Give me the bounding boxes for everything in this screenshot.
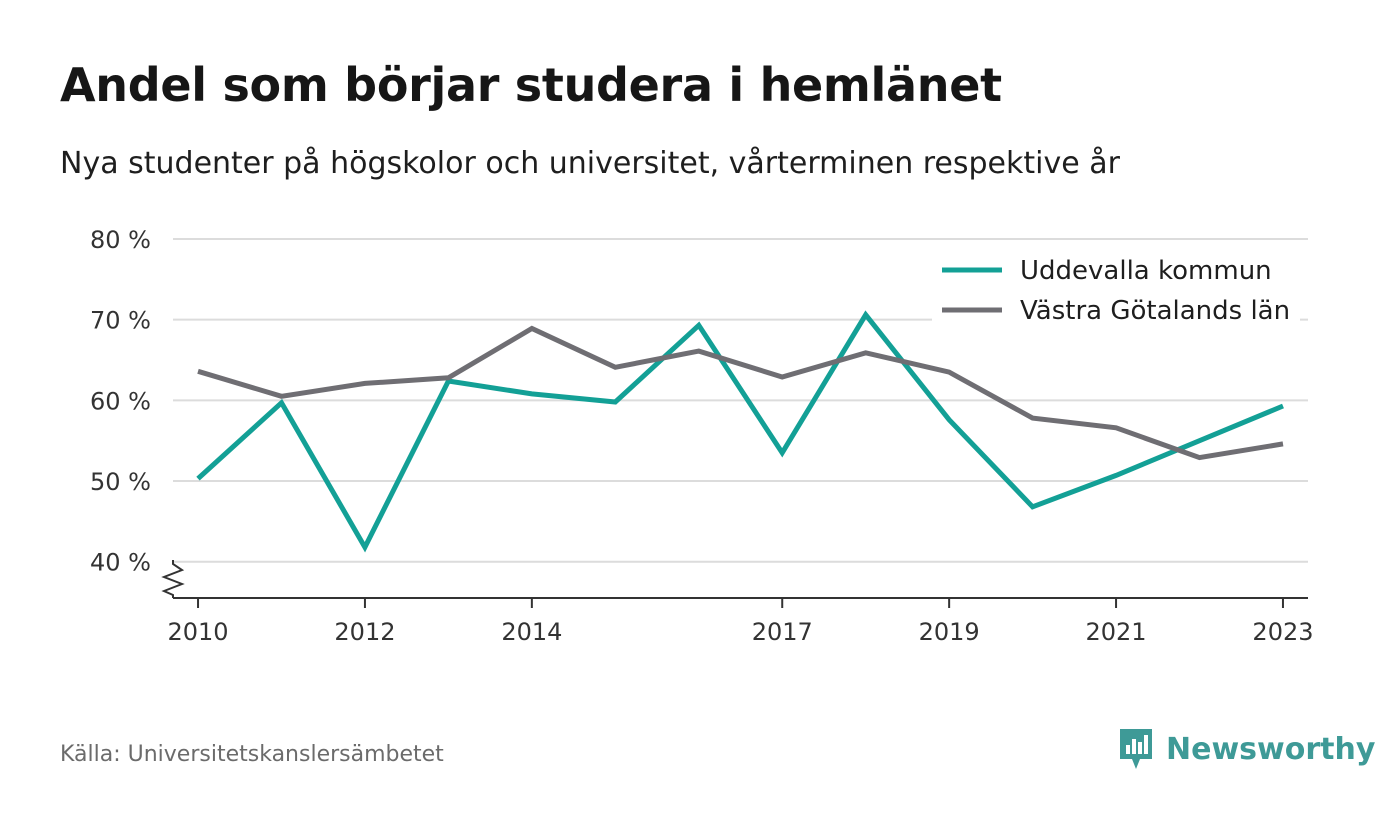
legend-label: Västra Götalands län (1020, 296, 1290, 326)
x-tick-label: 2012 (334, 618, 395, 646)
series-lines (196, 310, 1284, 553)
y-tick-label: 40 % (90, 549, 151, 577)
x-axis: 2010 2012 2014 2017 2019 2021 2023 (161, 560, 1314, 646)
chart-subtitle: Nya studenter på högskolor och universit… (60, 146, 1120, 181)
legend: Uddevalla kommun Västra Götalands län (932, 248, 1300, 336)
x-tick-label: 2010 (167, 618, 228, 646)
legend-background (932, 248, 1300, 336)
y-tick-label: 50 % (90, 468, 151, 496)
series-line (197, 325, 1284, 461)
series-line (196, 310, 1284, 553)
line-chart: 40 %50 %60 %70 %80 % 2010 2012 2014 2017 201… (90, 226, 1314, 646)
legend-label: Uddevalla kommun (1020, 256, 1272, 286)
x-tick-label: 2019 (919, 618, 980, 646)
x-tick-label: 2023 (1252, 618, 1313, 646)
source-note: Källa: Universitetskanslersämbetet (60, 742, 444, 767)
chart-title: Andel som börjar studera i hemlänet (60, 58, 1002, 112)
axis-break-mark (161, 560, 185, 598)
brand-logo: Newsworthy (1118, 727, 1375, 771)
newsworthy-logo-icon (1120, 729, 1152, 769)
x-tick-label: 2021 (1086, 618, 1147, 646)
brand-name: Newsworthy (1166, 731, 1376, 767)
x-tick-label: 2017 (752, 618, 813, 646)
y-tick-label: 60 % (90, 387, 151, 415)
y-tick-label: 80 % (90, 226, 151, 254)
y-axis-ticks: 40 % 50 % 60 % 70 % 80 % (90, 226, 151, 577)
y-tick-label: 70 % (90, 307, 151, 335)
x-tick-label: 2014 (501, 618, 562, 646)
